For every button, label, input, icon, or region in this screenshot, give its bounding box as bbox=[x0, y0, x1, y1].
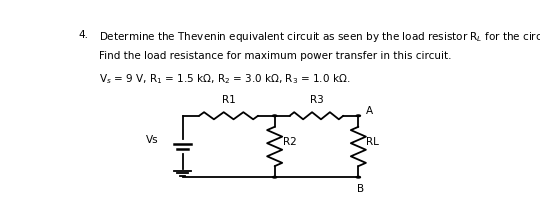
Circle shape bbox=[356, 115, 360, 117]
Text: Find the load resistance for maximum power transfer in this circuit.: Find the load resistance for maximum pow… bbox=[99, 51, 451, 61]
Text: Vs: Vs bbox=[146, 135, 158, 145]
Circle shape bbox=[356, 176, 360, 178]
Text: B: B bbox=[357, 184, 364, 194]
Text: R3: R3 bbox=[309, 95, 323, 105]
Text: V$_s$ = 9 V, R$_1$ = 1.5 kΩ, R$_2$ = 3.0 kΩ, R$_3$ = 1.0 kΩ.: V$_s$ = 9 V, R$_1$ = 1.5 kΩ, R$_2$ = 3.0… bbox=[99, 72, 350, 86]
Circle shape bbox=[273, 115, 277, 117]
Circle shape bbox=[273, 176, 277, 178]
Text: A: A bbox=[366, 106, 373, 116]
Text: 4.: 4. bbox=[78, 30, 88, 40]
Text: RL: RL bbox=[366, 137, 379, 147]
Text: R2: R2 bbox=[283, 137, 297, 147]
Text: Determine the Thevenin equivalent circuit as seen by the load resistor R$_L$ for: Determine the Thevenin equivalent circui… bbox=[99, 30, 540, 44]
Text: R1: R1 bbox=[222, 95, 235, 105]
